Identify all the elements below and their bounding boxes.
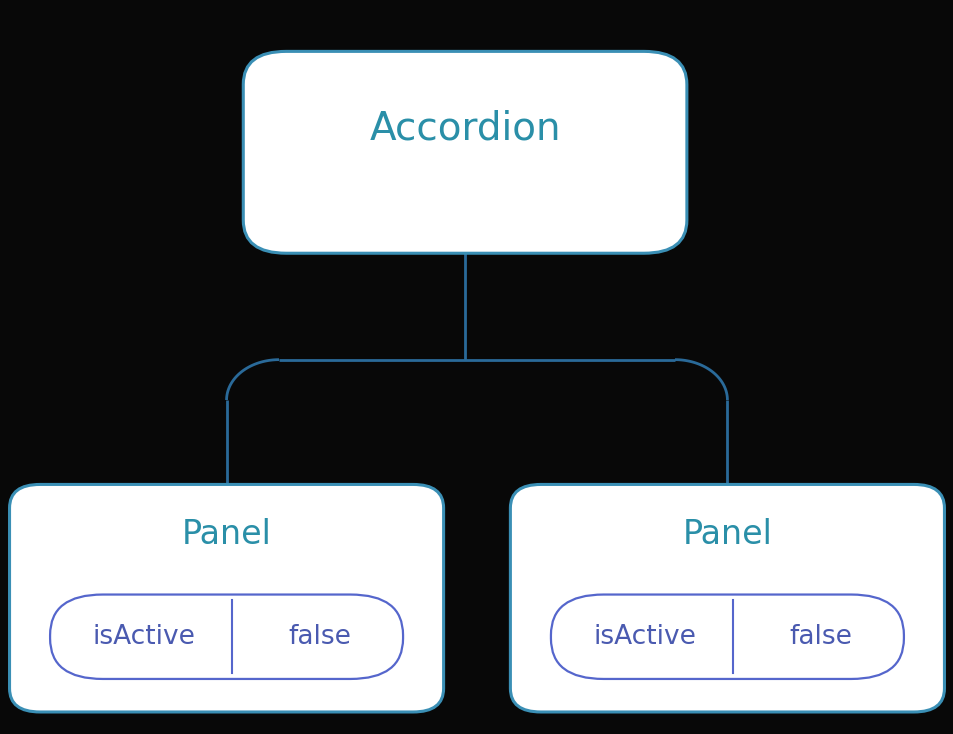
FancyBboxPatch shape: [551, 595, 902, 679]
FancyBboxPatch shape: [510, 484, 943, 712]
Text: false: false: [289, 624, 352, 650]
FancyBboxPatch shape: [51, 595, 402, 679]
Text: Accordion: Accordion: [369, 109, 560, 147]
Text: isActive: isActive: [92, 624, 194, 650]
Text: false: false: [789, 624, 852, 650]
Text: Panel: Panel: [681, 518, 772, 551]
FancyBboxPatch shape: [243, 51, 686, 253]
FancyBboxPatch shape: [10, 484, 443, 712]
Text: Panel: Panel: [181, 518, 272, 551]
Text: isActive: isActive: [593, 624, 695, 650]
